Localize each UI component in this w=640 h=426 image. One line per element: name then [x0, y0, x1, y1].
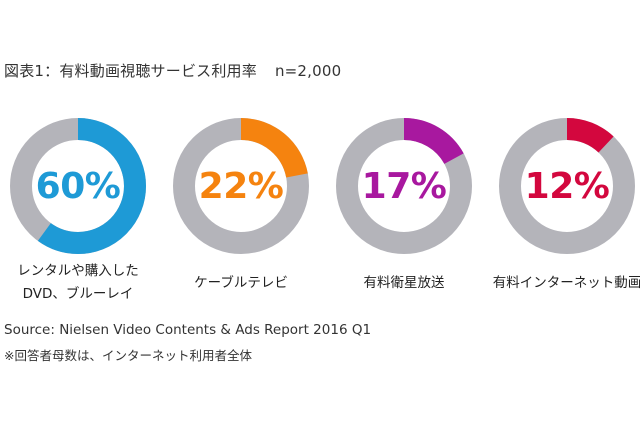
footnote: ※回答者母数は、インターネット利用者全体 — [4, 348, 252, 363]
donut-ring — [173, 118, 309, 254]
donut-chart-cable-tv: 22% — [173, 118, 309, 254]
category-label-internet-video: 有料インターネット動画 — [492, 275, 640, 291]
donut-chart-internet-video: 12% — [499, 118, 635, 254]
category-label-satellite: 有料衛星放送 — [363, 275, 445, 291]
donut-chart-dvd: 60% — [10, 118, 146, 254]
category-label-cable-tv: ケーブルテレビ — [194, 275, 288, 291]
percent-value: 22% — [198, 165, 284, 207]
sample-size: n=2,000 — [274, 62, 342, 80]
donut-ring — [499, 118, 635, 254]
source-text: Source: Nielsen Video Contents & Ads Rep… — [4, 322, 372, 338]
percent-value: 12% — [524, 165, 610, 207]
category-label-dvd: レンタルや購入した DVD、ブルーレイ — [0, 260, 163, 306]
label-line-2: DVD、ブルーレイ — [22, 286, 134, 302]
chart-title-text: 図表1：有料動画視聴サービス利用率 — [4, 62, 257, 80]
percent-value: 17% — [361, 165, 447, 207]
donut-ring — [10, 118, 146, 254]
chart-title: 図表1：有料動画視聴サービス利用率 n=2,000 — [4, 60, 341, 81]
donut-ring — [336, 118, 472, 254]
percent-value: 60% — [35, 165, 121, 207]
donut-chart-satellite: 17% — [336, 118, 472, 254]
label-line-1: レンタルや購入した — [17, 263, 139, 279]
